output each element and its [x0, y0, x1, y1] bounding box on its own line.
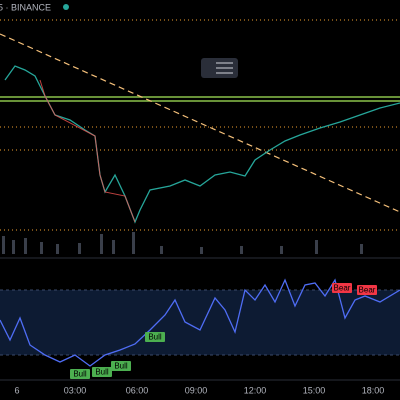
- rsi-line: [0, 278, 400, 367]
- volume-bars: [2, 232, 363, 254]
- signal-badge: [357, 285, 377, 295]
- signal-badge: [92, 367, 112, 377]
- signal-label: Bull: [114, 362, 128, 371]
- symbol-label: 5 · BINANCE: [0, 2, 51, 12]
- levels: [0, 19, 400, 231]
- toolbar-icon: [216, 62, 233, 74]
- signal-label: Bull: [148, 333, 162, 342]
- x-tick-label: 09:00: [185, 385, 208, 395]
- trend-line: [0, 33, 400, 213]
- x-tick-label: 03:00: [64, 385, 87, 395]
- signal-label: Bear: [359, 286, 376, 295]
- status-dot: [63, 4, 69, 10]
- signal-label: Bull: [73, 370, 87, 379]
- signal-label: Bull: [95, 368, 109, 377]
- signal-badge: [70, 369, 90, 379]
- x-tick-label: 6: [14, 385, 19, 395]
- signal-badge: [332, 283, 352, 293]
- signal-badge: [145, 332, 165, 342]
- x-tick-label: 06:00: [126, 385, 149, 395]
- x-tick-label: 12:00: [244, 385, 267, 395]
- signal-label: Bear: [334, 284, 351, 293]
- x-tick-label: 15:00: [303, 385, 326, 395]
- price-line-down: [39, 79, 136, 223]
- x-tick-label: 18:00: [362, 385, 385, 395]
- signal-badge: [111, 361, 131, 371]
- rsi-band: [0, 290, 400, 355]
